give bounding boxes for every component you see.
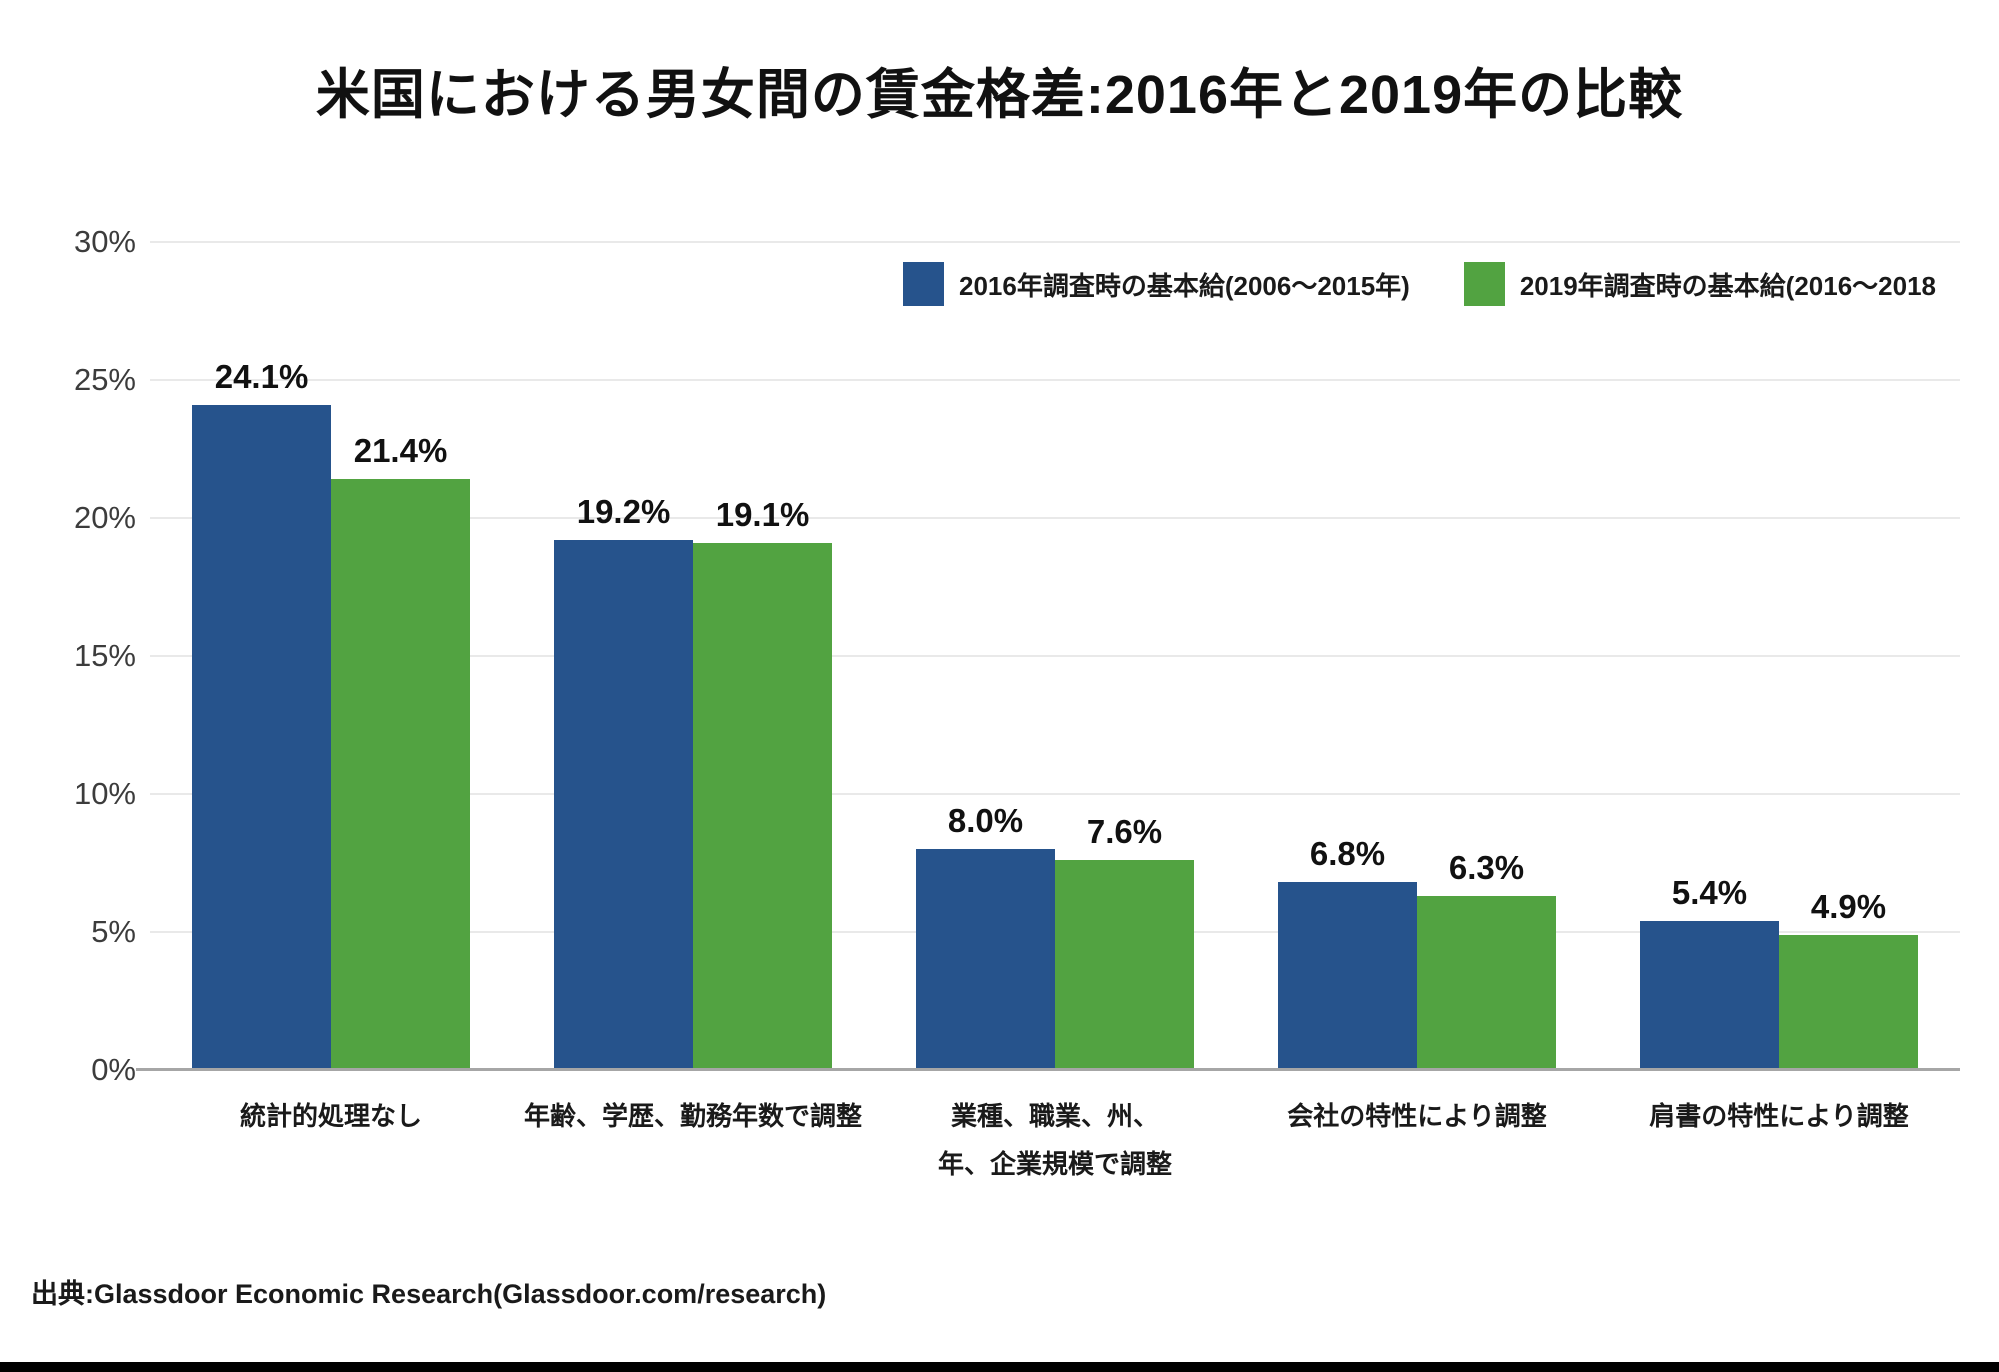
bar-value-label: 6.8% <box>1309 835 1386 873</box>
bar: 8.0% <box>916 802 1055 1070</box>
bar: 19.1% <box>693 496 832 1070</box>
bar-group: 6.8% 6.3% <box>1236 242 1598 1070</box>
bar-value-label: 19.2% <box>576 493 671 531</box>
grid-line <box>150 241 1960 243</box>
bar-value-label: 21.4% <box>353 432 448 470</box>
legend-item: 2016年調査時の基本給(2006〜2015年) <box>903 262 1410 306</box>
bar-group: 5.4% 4.9% <box>1598 242 1960 1070</box>
bar-group: 8.0% 7.6% <box>874 242 1236 1070</box>
chart-title: 米国における男女間の賃金格差:2016年と2019年の比較 <box>315 65 1684 125</box>
bar-value-label: 6.3% <box>1448 849 1525 887</box>
bar-value-label: 8.0% <box>947 802 1024 840</box>
bar: 6.8% <box>1278 835 1417 1070</box>
category-labels-row: 統計的処理なし 年齢、学歴、勤務年数で調整 業種、職業、州、 年、企業規模で調整 会社… <box>150 1092 1960 1188</box>
bar-value-label: 19.1% <box>715 495 810 533</box>
bar-value-label: 4.9% <box>1810 887 1887 925</box>
x-axis-line <box>136 1068 1960 1071</box>
chart-legend: 2016年調査時の基本給(2006〜2015年) 2019年調査時の基本給(201… <box>903 262 1937 306</box>
bar: 24.1% <box>192 358 331 1070</box>
bar: 21.4% <box>331 432 470 1070</box>
plot-area: 0% 5% 10% 15% 20% 25% 30% 24.1% 21.4% 19.2% 19.1%… <box>74 226 1960 1179</box>
category-label: 会社の特性により調整 <box>1287 1101 1547 1131</box>
bar: 19.2% <box>554 493 693 1070</box>
bottom-border-bar <box>0 1362 1999 1372</box>
source-note: 出典:Glassdoor Economic Research(Glassdoor… <box>31 1279 827 1309</box>
grid-line <box>150 793 1960 796</box>
bar: 7.6% <box>1055 813 1194 1070</box>
y-axis-tick-label: 30% <box>73 224 136 259</box>
bar-group: 24.1% 21.4% <box>150 242 512 1070</box>
grid-line <box>150 517 1960 520</box>
y-axis-tick-label: 20% <box>73 500 136 536</box>
bar-value-label: 7.6% <box>1086 813 1163 851</box>
legend-swatch <box>1463 262 1505 306</box>
category-label: 肩書の特性により調整 <box>1649 1101 1909 1131</box>
y-axis-tick-label: 0% <box>91 1052 136 1087</box>
category-label: 年齢、学歴、勤務年数で調整 <box>523 1101 862 1131</box>
y-axis-tick-label: 15% <box>73 638 136 673</box>
bars-row: 24.1% 21.4% 19.2% 19.1% 8.0% 7.6% 6.8% 6.3% 5.4%… <box>150 242 1960 1070</box>
bar: 4.9% <box>1779 888 1918 1070</box>
category-label: 業種、職業、州、 年、企業規模で調整 <box>937 1101 1172 1180</box>
bar-group: 19.2% 19.1% <box>512 242 874 1070</box>
y-axis-tick-label: 10% <box>73 776 136 812</box>
bar: 5.4% <box>1640 874 1779 1070</box>
legend-item: 2019年調査時の基本給(2016〜2018 <box>1463 262 1937 306</box>
grid-line <box>150 655 1960 657</box>
legend-label: 2019年調査時の基本給(2016〜2018 <box>1519 270 1937 301</box>
bar-value-label: 24.1% <box>214 357 309 395</box>
bar-value-label: 5.4% <box>1671 873 1748 911</box>
grid-line <box>150 379 1960 381</box>
bar: 6.3% <box>1417 849 1556 1070</box>
y-axis-tick-label: 5% <box>91 914 136 950</box>
legend-label: 2016年調査時の基本給(2006〜2015年) <box>959 270 1410 301</box>
category-label: 統計的処理なし <box>239 1101 422 1131</box>
y-axis-tick-label: 25% <box>73 362 136 397</box>
legend-swatch <box>903 262 944 306</box>
